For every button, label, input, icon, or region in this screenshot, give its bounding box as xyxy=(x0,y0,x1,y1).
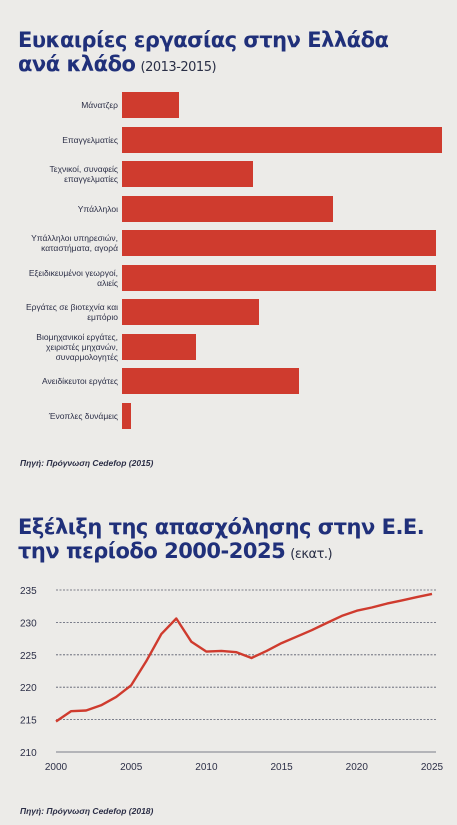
bar xyxy=(122,92,180,118)
x-tick-label: 2020 xyxy=(346,762,369,773)
bar xyxy=(122,230,437,256)
line-chart-title-line2: την περίοδο 2000-2025 xyxy=(18,539,286,563)
line-chart: 210 215 220 225 230 235 2000 2005 2010 2015 2020 20… xyxy=(20,586,444,773)
bar-label: Ένοπλες δυνάμεις xyxy=(48,410,118,421)
bar-chart-title-line1: Ευκαιρίες εργασίας στην Ελλάδα xyxy=(18,28,389,52)
y-tick-label: 225 xyxy=(20,651,37,662)
y-tick-label: 210 xyxy=(20,748,37,759)
line-chart-title-line1: Εξέλιξη της απασχόλησης στην Ε.Ε. xyxy=(18,515,425,539)
bar-chart-source: Πηγή: Πρόγνωση Cedefop (2015) xyxy=(20,458,154,468)
bar-chart-subtitle: (2013-2015) xyxy=(140,60,217,75)
line-chart-title: Εξέλιξη της απασχόλησης στην Ε.Ε. την πε… xyxy=(18,515,425,567)
y-tick-label: 235 xyxy=(20,586,37,597)
bar xyxy=(122,126,442,153)
line-chart-unit: (εκατ.) xyxy=(290,547,333,562)
bar-chart-title: Ευκαιρίες εργασίας στην Ελλάδα ανά κλάδο… xyxy=(18,28,389,80)
bar xyxy=(122,402,131,429)
line-chart-source: Πηγή: Πρόγνωση Cedefop (2018) xyxy=(20,806,154,816)
x-tick-label: 2025 xyxy=(421,762,444,773)
bar-label: Επαγγελματίες xyxy=(62,134,118,145)
bar xyxy=(122,264,437,291)
x-tick-label: 2000 xyxy=(45,762,68,773)
bar xyxy=(122,368,300,394)
bar-label: Εξειδικευμένοι γεωργοί, αλιείς xyxy=(28,267,118,288)
series-line xyxy=(55,592,433,723)
y-tick-label: 220 xyxy=(20,683,37,694)
bar-chart-title-line2: ανά κλάδο xyxy=(18,52,136,76)
y-tick-label: 230 xyxy=(20,618,37,629)
bar-label: Βιομηχανικοί εργάτες, χειριστές μηχανών,… xyxy=(36,331,118,362)
bar-label: Τεχνικοί, συναφείς επαγγελματίες xyxy=(49,164,118,184)
bar-label: Μάνατζερ xyxy=(81,100,118,110)
bar-label: Υπάλληλοι xyxy=(77,203,118,214)
bar-label: Εργάτες σε βιοτεχνία και εμπόριο xyxy=(25,302,118,322)
bar xyxy=(122,161,254,187)
x-tick-label: 2015 xyxy=(270,762,293,773)
bar xyxy=(122,195,334,222)
x-tick-label: 2005 xyxy=(120,762,143,773)
x-tick-label: 2010 xyxy=(195,762,218,773)
y-tick-label: 215 xyxy=(20,716,37,727)
bar-label: Ανειδίκευτοι εργάτες xyxy=(42,376,118,386)
bar-label: Υπάλληλοι υπηρεσιών, καταστήματα, αγορά xyxy=(31,233,118,253)
bar xyxy=(122,299,260,325)
bar xyxy=(122,333,197,360)
